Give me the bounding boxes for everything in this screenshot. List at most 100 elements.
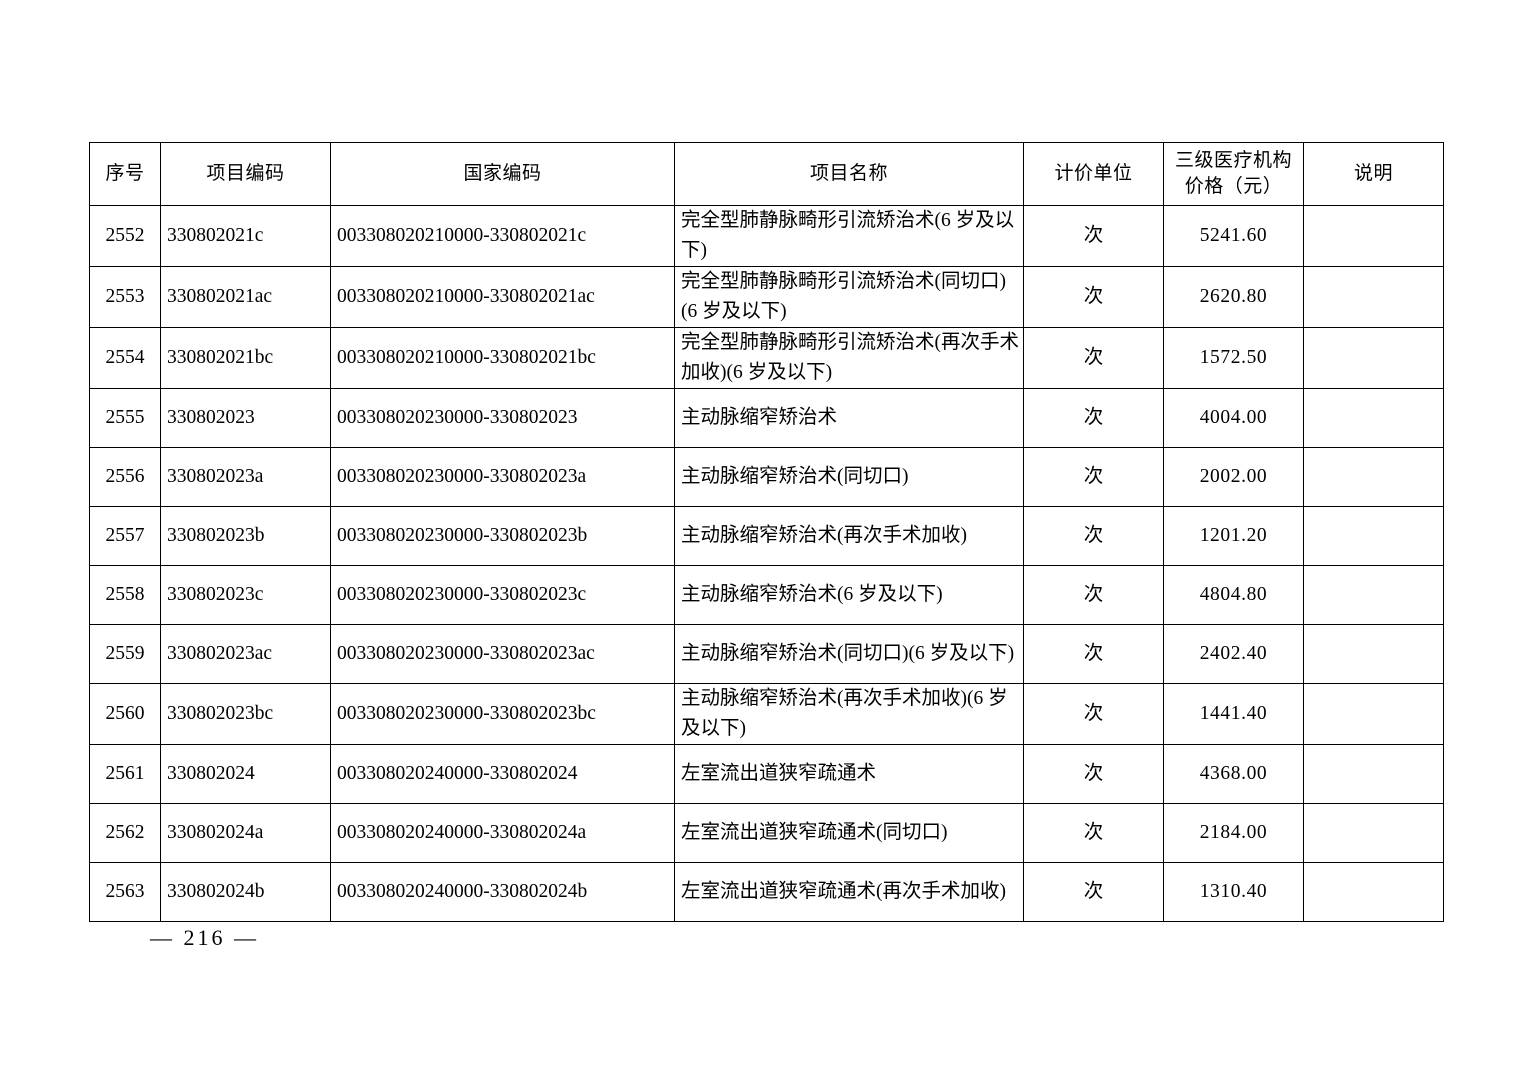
cell-unit: 次 [1023, 388, 1164, 448]
cell-national-code: 003308020230000-330802023 [330, 388, 675, 448]
cell-unit: 次 [1023, 803, 1164, 863]
table-row: 2553 330802021ac 003308020210000-330802021… [89, 266, 1444, 328]
column-header-seq: 序号 [89, 142, 161, 206]
cell-seq: 2555 [89, 388, 161, 448]
cell-seq: 2563 [89, 862, 161, 922]
cell-item-code: 330802023bc [160, 683, 331, 745]
table-row: 2558 330802023c 003308020230000-330802023c… [89, 565, 1444, 625]
cell-unit: 次 [1023, 624, 1164, 684]
column-header-price-line1: 三级医疗机构 [1174, 150, 1292, 171]
cell-item-code: 330802024a [160, 803, 331, 863]
cell-item-code: 330802024b [160, 862, 331, 922]
cell-item-name: 完全型肺静脉畸形引流矫治术(6 岁及以下) [674, 205, 1024, 267]
cell-price: 4004.00 [1163, 388, 1304, 448]
cell-item-name: 左室流出道狭窄疏通术(同切口) [674, 803, 1024, 863]
cell-price: 1201.20 [1163, 506, 1304, 566]
table-row: 2555 330802023 003308020230000-330802023 主动… [89, 388, 1444, 448]
cell-note [1303, 565, 1444, 625]
column-header-unit: 计价单位 [1023, 142, 1164, 206]
cell-seq: 2558 [89, 565, 161, 625]
cell-unit: 次 [1023, 447, 1164, 507]
cell-item-code: 330802023 [160, 388, 331, 448]
column-header-national-code: 国家编码 [330, 142, 675, 206]
cell-national-code: 003308020210000-330802021ac [330, 266, 675, 328]
cell-unit: 次 [1023, 506, 1164, 566]
cell-seq: 2559 [89, 624, 161, 684]
cell-item-code: 330802021c [160, 205, 331, 267]
cell-item-code: 330802023c [160, 565, 331, 625]
column-header-item-code: 项目编码 [160, 142, 331, 206]
cell-item-name: 完全型肺静脉畸形引流矫治术(再次手术加收)(6 岁及以下) [674, 327, 1024, 389]
cell-price: 1441.40 [1163, 683, 1304, 745]
cell-item-code: 330802024 [160, 744, 331, 804]
cell-note [1303, 327, 1444, 389]
cell-price: 2002.00 [1163, 447, 1304, 507]
cell-national-code: 003308020210000-330802021bc [330, 327, 675, 389]
cell-price: 4804.80 [1163, 565, 1304, 625]
cell-seq: 2562 [89, 803, 161, 863]
cell-national-code: 003308020210000-330802021c [330, 205, 675, 267]
cell-unit: 次 [1023, 327, 1164, 389]
cell-note [1303, 683, 1444, 745]
table-body: 2552 330802021c 003308020210000-330802021c… [89, 205, 1444, 922]
cell-unit: 次 [1023, 205, 1164, 267]
cell-item-code: 330802023a [160, 447, 331, 507]
cell-seq: 2554 [89, 327, 161, 389]
cell-item-name: 主动脉缩窄矫治术(6 岁及以下) [674, 565, 1024, 625]
cell-item-name: 主动脉缩窄矫治术(再次手术加收)(6 岁及以下) [674, 683, 1024, 745]
cell-note [1303, 266, 1444, 328]
cell-item-code: 330802021ac [160, 266, 331, 328]
cell-national-code: 003308020230000-330802023a [330, 447, 675, 507]
cell-seq: 2561 [89, 744, 161, 804]
table-row: 2552 330802021c 003308020210000-330802021c… [89, 205, 1444, 267]
cell-item-code: 330802023b [160, 506, 331, 566]
cell-note [1303, 447, 1444, 507]
cell-price: 1572.50 [1163, 327, 1304, 389]
cell-national-code: 003308020230000-330802023ac [330, 624, 675, 684]
column-header-note: 说明 [1303, 142, 1444, 206]
cell-item-name: 主动脉缩窄矫治术(同切口)(6 岁及以下) [674, 624, 1024, 684]
cell-note [1303, 744, 1444, 804]
cell-price: 2620.80 [1163, 266, 1304, 328]
cell-unit: 次 [1023, 744, 1164, 804]
cell-note [1303, 862, 1444, 922]
cell-note [1303, 205, 1444, 267]
table-row: 2561 330802024 003308020240000-330802024 左室… [89, 744, 1444, 804]
column-header-price-line2: 价格（元） [1184, 176, 1283, 197]
cell-item-name: 主动脉缩窄矫治术 [674, 388, 1024, 448]
cell-price: 1310.40 [1163, 862, 1304, 922]
table-header: 序号 项目编码 国家编码 项目名称 计价单位 三级医疗机构 价格（元） 说明 [89, 142, 1444, 206]
cell-note [1303, 624, 1444, 684]
cell-price: 2402.40 [1163, 624, 1304, 684]
column-header-price: 三级医疗机构 价格（元） [1163, 142, 1304, 206]
cell-note [1303, 803, 1444, 863]
cell-item-name: 左室流出道狭窄疏通术(再次手术加收) [674, 862, 1024, 922]
cell-seq: 2557 [89, 506, 161, 566]
cell-note [1303, 506, 1444, 566]
cell-unit: 次 [1023, 266, 1164, 328]
cell-item-name: 左室流出道狭窄疏通术 [674, 744, 1024, 804]
cell-seq: 2556 [89, 447, 161, 507]
cell-note [1303, 388, 1444, 448]
cell-seq: 2553 [89, 266, 161, 328]
medical-service-price-table: 序号 项目编码 国家编码 项目名称 计价单位 三级医疗机构 价格（元） 说明 2… [89, 142, 1444, 922]
cell-price: 4368.00 [1163, 744, 1304, 804]
table-row: 2562 330802024a 003308020240000-330802024a… [89, 803, 1444, 863]
table-row: 2559 330802023ac 003308020230000-330802023… [89, 624, 1444, 684]
cell-item-code: 330802023ac [160, 624, 331, 684]
cell-unit: 次 [1023, 862, 1164, 922]
cell-seq: 2560 [89, 683, 161, 745]
cell-national-code: 003308020240000-330802024 [330, 744, 675, 804]
cell-national-code: 003308020240000-330802024a [330, 803, 675, 863]
table-row: 2557 330802023b 003308020230000-330802023b… [89, 506, 1444, 566]
page-number: — 216 — [150, 925, 259, 950]
cell-seq: 2552 [89, 205, 161, 267]
cell-price: 5241.60 [1163, 205, 1304, 267]
cell-national-code: 003308020240000-330802024b [330, 862, 675, 922]
price-table-container: 序号 项目编码 国家编码 项目名称 计价单位 三级医疗机构 价格（元） 说明 2… [89, 142, 1444, 922]
cell-item-code: 330802021bc [160, 327, 331, 389]
table-row: 2560 330802023bc 003308020230000-330802023… [89, 683, 1444, 745]
table-row: 2554 330802021bc 003308020210000-330802021… [89, 327, 1444, 389]
cell-national-code: 003308020230000-330802023c [330, 565, 675, 625]
